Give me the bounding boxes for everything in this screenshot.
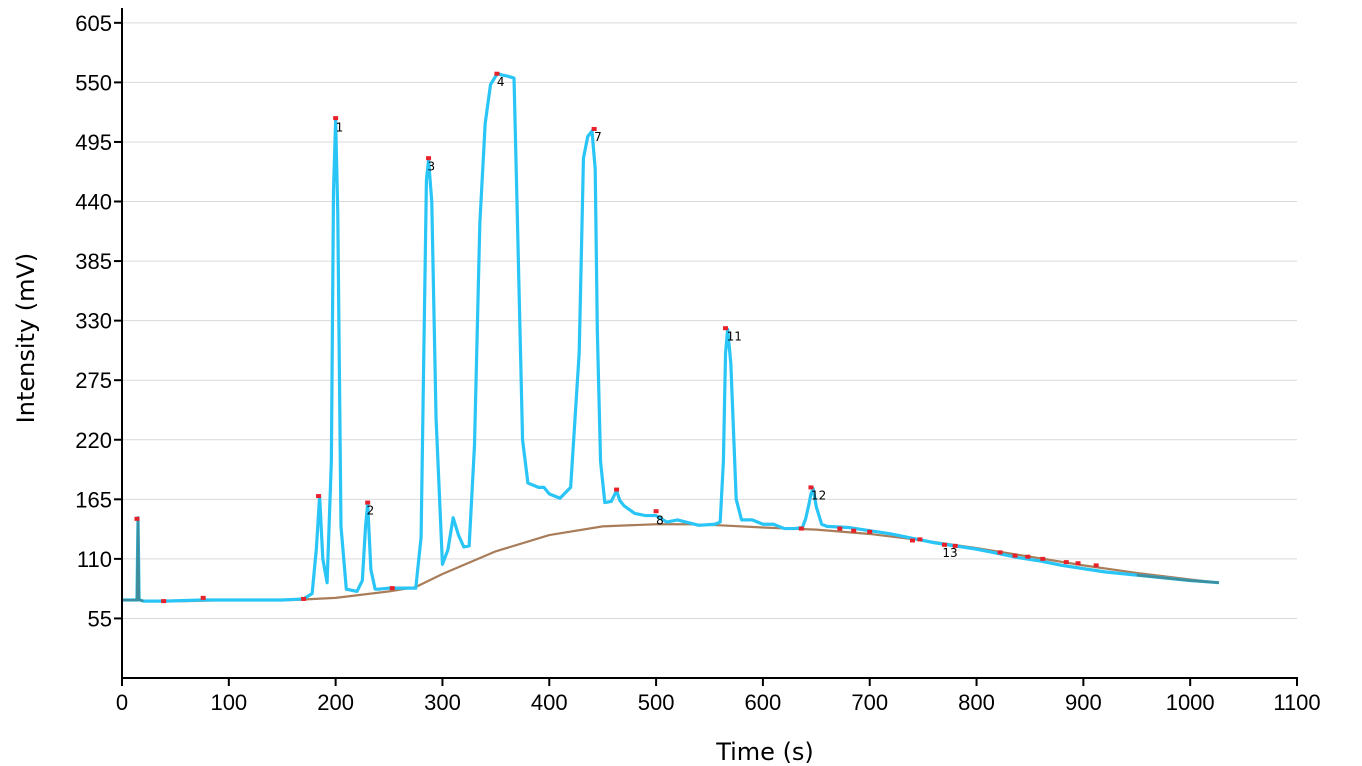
x-axis-title: Time (s) [715,738,814,766]
peak-label-7: 7 [594,130,602,144]
gridlines [122,22,1297,619]
peak-marker-24 [1012,553,1018,558]
y-tick-label-3: 220 [75,428,112,453]
peak-marker-15 [808,485,814,490]
overlap-line-start [122,517,144,603]
overlap-line-end [1136,573,1220,584]
peak-marker-2 [200,595,206,600]
x-tick-label-10: 1000 [1166,690,1215,715]
peak-label-12: 12 [811,488,826,502]
y-tick-label-1: 110 [77,547,112,572]
peak-marker-25 [1025,554,1031,559]
peak-marker-18 [867,529,873,534]
y-tick-label-0: 55 [88,606,112,631]
peak-marker-28 [1075,561,1081,566]
y-tick-label-2: 165 [75,487,112,512]
peak-markers [134,71,1099,604]
peak-marker-8 [426,156,432,161]
peak-marker-7 [389,586,395,591]
peak-marker-27 [1063,560,1069,565]
peak-marker-23 [997,550,1003,555]
peak-marker-9 [494,71,500,76]
peak-marker-29 [1093,563,1099,568]
overlap-series [122,517,1220,603]
peak-marker-19 [909,538,915,543]
peak-marker-17 [851,528,857,533]
y-tick-label-4: 275 [75,368,112,393]
peak-label-11: 11 [727,329,742,343]
x-tick-label-4: 400 [531,690,568,715]
y-tick-label-7: 440 [75,190,112,215]
y-tick-label-10: 605 [75,11,112,36]
x-tick-label-7: 700 [851,690,888,715]
peak-marker-5 [333,116,339,121]
signal-line [122,72,1220,603]
y-tick-label-5: 330 [75,309,112,334]
x-tick-label-6: 600 [745,690,782,715]
peak-marker-10 [591,126,597,131]
x-tick-label-9: 900 [1065,690,1102,715]
x-tick-label-3: 300 [424,690,461,715]
y-tick-label-6: 385 [75,249,112,274]
peak-marker-1 [161,599,167,604]
axes: 55 110 165 220 275 330 385 440 495 550 605 0 100 200 3… [75,8,1321,715]
signal-series [122,72,1220,603]
x-tick-label-8: 800 [958,690,995,715]
peak-marker-13 [723,326,729,331]
peak-label-2: 2 [367,504,375,518]
peak-marker-21 [942,542,947,547]
peak-marker-3 [301,596,307,601]
peak-marker-20 [917,537,923,542]
peak-marker-11 [614,487,620,492]
peak-label-4: 4 [497,75,505,89]
x-tick-label-5: 500 [638,690,675,715]
peak-marker-26 [1040,556,1046,561]
y-tick-label-9: 550 [75,70,112,95]
peak-marker-22 [952,543,958,548]
peak-marker-4 [316,494,322,499]
x-tick-label-1: 100 [210,690,247,715]
baseline-line [122,516,1220,603]
baseline-series [122,516,1220,603]
x-tick-label-2: 200 [317,690,354,715]
peak-marker-0 [134,516,140,521]
y-axis-title: Intensity (mV) [12,253,40,424]
x-tick-label-0: 0 [116,690,128,715]
x-tick-label-11: 1100 [1273,690,1320,715]
peak-marker-16 [837,526,843,531]
peak-label-13: 13 [942,546,957,560]
peak-marker-12 [653,509,659,514]
peak-label-8: 8 [656,513,664,527]
peak-label-1: 1 [336,120,344,134]
peak-label-3: 3 [428,159,436,173]
peak-marker-6 [365,500,371,505]
y-tick-label-8: 495 [75,130,112,155]
peak-marker-14 [798,526,804,531]
